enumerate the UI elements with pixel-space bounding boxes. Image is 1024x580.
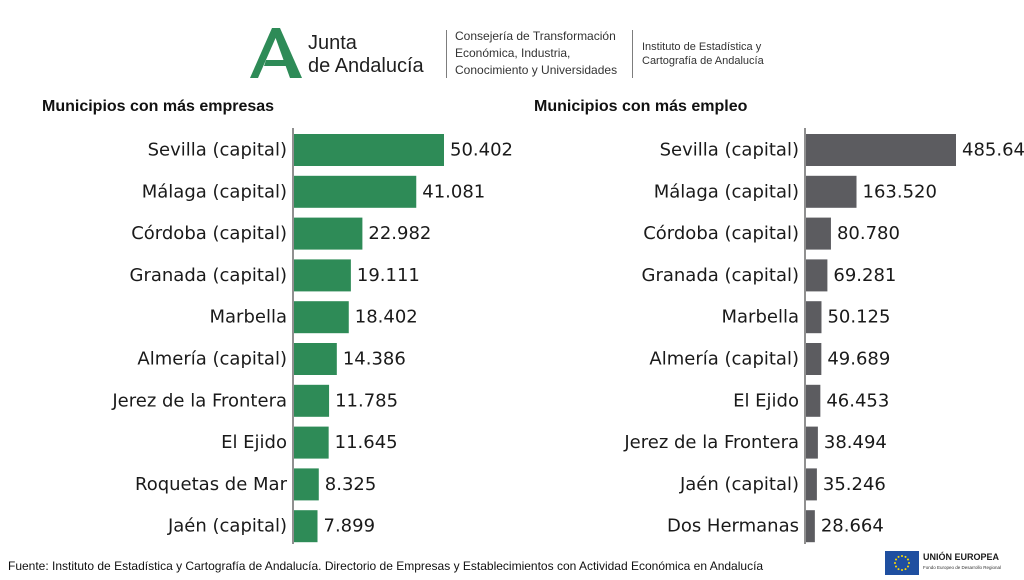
consejeria-name: Consejería de Transformación Económica, … xyxy=(455,28,617,79)
consejeria-line: Económica, Industria, xyxy=(455,46,571,60)
empleo-bar xyxy=(806,468,817,501)
empresas-bar xyxy=(294,343,337,375)
empleo-value-label: 485.644 xyxy=(962,140,1024,161)
empleo-category-label: Almería (capital) xyxy=(649,349,799,370)
empleo-category-label: Granada (capital) xyxy=(642,265,799,286)
source-note: Fuente: Instituto de Estadística y Carto… xyxy=(8,559,764,573)
empleo-bar xyxy=(806,384,821,417)
empresas-bar xyxy=(294,175,417,208)
empleo-chart-title: Municipios con más empleo xyxy=(534,98,748,115)
logo-line-1: Junta xyxy=(308,32,357,54)
empresas-value-label: 14.386 xyxy=(343,349,406,370)
empresas-value-label: 50.402 xyxy=(450,140,513,161)
empleo-value-label: 69.281 xyxy=(833,265,896,286)
empleo-bar xyxy=(806,301,822,334)
empleo-value-label: 163.520 xyxy=(863,181,937,202)
eu-logo: UNIÓN EUROPEA Fondo Europeo de Desarroll… xyxy=(885,551,1015,575)
empleo-category-label: El Ejido xyxy=(733,390,799,411)
empleo-category-label: Sevilla (capital) xyxy=(660,140,799,161)
junta-andalucia-logo-icon xyxy=(250,28,302,78)
empresas-category-label: El Ejido xyxy=(221,432,287,453)
empresas-category-label: Almería (capital) xyxy=(137,349,287,370)
empresas-category-label: Roquetas de Mar xyxy=(135,474,288,495)
empleo-bar xyxy=(806,426,818,459)
empleo-bar xyxy=(806,343,822,375)
empresas-value-label: 8.325 xyxy=(325,474,377,495)
logo-wordmark: Junta de Andalucía xyxy=(308,32,424,78)
empresas-category-label: Granada (capital) xyxy=(130,265,287,286)
empresas-value-label: 18.402 xyxy=(355,307,418,328)
empleo-category-label: Jerez de la Frontera xyxy=(623,432,799,453)
empleo-bar xyxy=(806,134,956,166)
instituto-line: Cartografía de Andalucía xyxy=(642,55,764,67)
empresas-bar xyxy=(294,301,349,334)
instituto-name: Instituto de Estadística y Cartografía d… xyxy=(642,40,764,68)
empleo-category-label: Dos Hermanas xyxy=(667,516,799,537)
eu-name: UNIÓN EUROPEA xyxy=(923,552,1000,562)
empresas-value-label: 19.111 xyxy=(357,265,420,286)
empresas-bar xyxy=(294,426,329,459)
empresas-category-label: Córdoba (capital) xyxy=(131,223,287,244)
empleo-value-label: 49.689 xyxy=(827,349,890,370)
empresas-bar xyxy=(294,384,330,417)
empresas-bar xyxy=(294,217,363,250)
empresas-bar xyxy=(294,468,319,501)
empleo-category-label: Málaga (capital) xyxy=(654,181,799,202)
empresas-category-label: Jaén (capital) xyxy=(167,516,287,537)
empresas-bar xyxy=(294,134,444,166)
empleo-value-label: 35.246 xyxy=(823,474,886,495)
consejeria-line: Conocimiento y Universidades xyxy=(455,63,618,77)
empresas-value-label: 41.081 xyxy=(422,181,485,202)
empleo-bar xyxy=(806,510,815,543)
empresas-value-label: 11.645 xyxy=(335,432,398,453)
header-divider xyxy=(632,30,633,78)
empresas-value-label: 22.982 xyxy=(368,223,431,244)
empleo-value-label: 50.125 xyxy=(827,307,890,328)
empleo-bar xyxy=(806,259,828,292)
empleo-category-label: Jaén (capital) xyxy=(679,474,799,495)
empleo-bar-chart: Sevilla (capital) 485.644 Málaga (capital)… xyxy=(623,128,1024,544)
header-divider xyxy=(446,30,447,78)
empresas-category-label: Sevilla (capital) xyxy=(148,140,287,161)
logo-line-2: de Andalucía xyxy=(308,55,424,77)
empleo-category-label: Marbella xyxy=(722,307,800,328)
instituto-line: Instituto de Estadística y xyxy=(642,41,762,53)
empleo-value-label: 80.780 xyxy=(837,223,900,244)
empleo-category-label: Córdoba (capital) xyxy=(643,223,799,244)
empleo-value-label: 46.453 xyxy=(826,390,889,411)
empresas-bar xyxy=(294,259,351,292)
consejeria-line: Consejería de Transformación xyxy=(455,29,616,43)
empresas-chart-title: Municipios con más empresas xyxy=(42,98,275,115)
empleo-value-label: 28.664 xyxy=(821,516,884,537)
empresas-category-label: Marbella xyxy=(210,307,288,328)
empleo-bar xyxy=(806,175,857,208)
empresas-category-label: Málaga (capital) xyxy=(142,181,287,202)
empresas-bar-chart: Sevilla (capital) 50.402 Málaga (capital) 4… xyxy=(111,128,513,544)
eu-flag-icon xyxy=(885,551,919,575)
empresas-value-label: 11.785 xyxy=(335,390,398,411)
empleo-bar xyxy=(806,217,831,250)
empresas-category-label: Jerez de la Frontera xyxy=(111,390,287,411)
empresas-bar xyxy=(294,510,318,543)
empleo-value-label: 38.494 xyxy=(824,432,887,453)
eu-fund: Fondo Europeo de Desarrollo Regional xyxy=(923,565,1002,570)
empresas-value-label: 7.899 xyxy=(324,516,376,537)
